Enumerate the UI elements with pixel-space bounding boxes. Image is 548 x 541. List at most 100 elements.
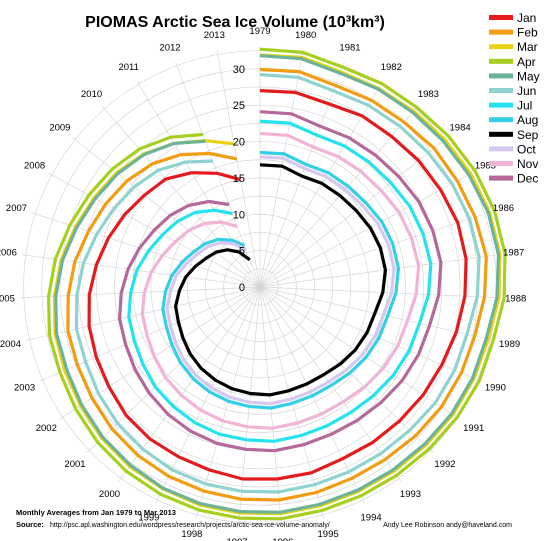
legend-label: Mar xyxy=(517,40,538,54)
year-label: 2008 xyxy=(24,161,45,172)
legend-label: Jul xyxy=(517,99,532,113)
legend-swatch xyxy=(489,44,513,50)
series-apr-line xyxy=(46,47,507,521)
year-label: 1998 xyxy=(181,529,202,540)
year-label: 1991 xyxy=(463,423,484,434)
legend-label: Sep xyxy=(517,128,539,142)
year-label: 2003 xyxy=(14,383,35,394)
year-label: 2002 xyxy=(36,423,57,434)
year-label: 2001 xyxy=(64,459,85,470)
r-tick-label: 0 xyxy=(239,282,245,294)
legend-swatch xyxy=(489,29,513,35)
year-label: 1996 xyxy=(272,537,293,541)
year-label: 1995 xyxy=(318,529,339,540)
footer-source-url: http://psc.apl.washington.edu/wordpress/… xyxy=(50,522,330,529)
series-jan-line xyxy=(87,89,468,481)
footer-credit: Andy Lee Robinson andy@haveland.com xyxy=(383,522,512,529)
grid-spoke xyxy=(259,212,489,288)
legend-swatch xyxy=(489,175,513,181)
footer: Monthly Averages from Jan 1979 to Mar 20… xyxy=(16,508,512,529)
grid-spoke xyxy=(39,286,261,382)
year-label: 2005 xyxy=(0,294,15,305)
legend-label: Jun xyxy=(517,84,536,98)
year-label: 1999 xyxy=(138,513,159,524)
year-label: 2011 xyxy=(118,62,138,73)
series-jun-line xyxy=(74,73,481,494)
grid-spoke xyxy=(259,254,498,288)
legend-label: Aug xyxy=(517,113,538,127)
year-label: 1980 xyxy=(295,30,316,41)
year-label: 1981 xyxy=(339,42,360,53)
r-tick-label: 25 xyxy=(233,100,245,112)
grid-spoke xyxy=(20,286,261,299)
r-tick-label: 30 xyxy=(233,64,245,76)
legend-swatch xyxy=(489,73,513,79)
year-label: 1983 xyxy=(418,89,439,100)
year-label: 1994 xyxy=(361,513,382,524)
year-label: 1984 xyxy=(450,122,471,133)
year-label: 2010 xyxy=(81,89,102,100)
r-tick-label: 10 xyxy=(233,209,245,221)
grid-spoke xyxy=(259,286,500,299)
radial-tick-labels: 0 5 10 15 20 25 30 xyxy=(233,64,245,294)
grid-spoke xyxy=(118,286,261,482)
year-label: 2006 xyxy=(0,248,17,259)
grid-spoke xyxy=(259,286,481,382)
legend-swatch xyxy=(489,131,513,137)
r-tick-label: 20 xyxy=(233,137,245,149)
legend-label: Oct xyxy=(517,142,536,156)
year-label: 2009 xyxy=(49,122,70,133)
legend-swatch xyxy=(489,146,513,152)
footer-source-label: Source: xyxy=(16,520,44,529)
year-label: 1985 xyxy=(475,161,496,172)
year-label: 1997 xyxy=(227,537,248,541)
legend-swatch xyxy=(489,102,513,108)
footer-note: Monthly Averages from Jan 1979 to Mar 20… xyxy=(16,508,176,517)
series-jul-line xyxy=(127,119,433,443)
year-label: 2013 xyxy=(204,30,225,41)
year-label: 1986 xyxy=(493,203,514,214)
legend-label: Feb xyxy=(517,26,538,40)
year-label: 2007 xyxy=(6,203,27,214)
legend-label: May xyxy=(517,69,540,83)
year-labels: 1979 1980 1981 1982 1983 1984 1985 1986 1987 1988… xyxy=(0,26,526,541)
grid-spoke xyxy=(72,137,261,288)
chart-title: PIOMAS Arctic Sea Ice Volume (10³km³) xyxy=(85,14,385,31)
year-label: 1987 xyxy=(503,248,524,259)
legend-label: Jan xyxy=(517,11,536,25)
series-dec-line xyxy=(117,110,443,453)
grid-spoke xyxy=(259,172,472,288)
grid-spoke xyxy=(155,286,261,504)
year-label: 1992 xyxy=(434,459,455,470)
grid-spoke xyxy=(259,286,461,420)
grid-spoke xyxy=(101,106,261,288)
year-label: 1979 xyxy=(249,26,270,37)
grid-spoke xyxy=(216,50,261,288)
grid-spoke xyxy=(259,50,304,288)
legend-swatch xyxy=(489,15,513,20)
legend-swatch xyxy=(489,58,513,64)
year-label: 2004 xyxy=(0,339,21,350)
r-tick-label: 5 xyxy=(239,246,245,258)
series-sep-line xyxy=(174,163,387,397)
series-may-line xyxy=(54,54,501,514)
r-tick-label: 15 xyxy=(233,173,245,185)
year-label: 2012 xyxy=(159,42,180,53)
series-group xyxy=(46,47,507,521)
legend-label: Dec xyxy=(517,172,538,186)
series-nov-line xyxy=(140,131,421,430)
grid-spoke xyxy=(86,286,261,454)
year-label: 1993 xyxy=(400,489,421,500)
legend-label: Nov xyxy=(517,157,538,171)
year-label: 2000 xyxy=(99,489,120,500)
series-aug-line xyxy=(161,150,400,410)
series-oct-line xyxy=(165,155,396,406)
year-label: 1990 xyxy=(485,383,506,394)
legend-swatch xyxy=(489,161,513,166)
year-label: 1982 xyxy=(381,62,402,73)
year-label: 1988 xyxy=(505,294,526,305)
legend-swatch xyxy=(489,117,513,123)
year-label: 1989 xyxy=(499,339,520,350)
grid-spoke xyxy=(259,137,448,288)
